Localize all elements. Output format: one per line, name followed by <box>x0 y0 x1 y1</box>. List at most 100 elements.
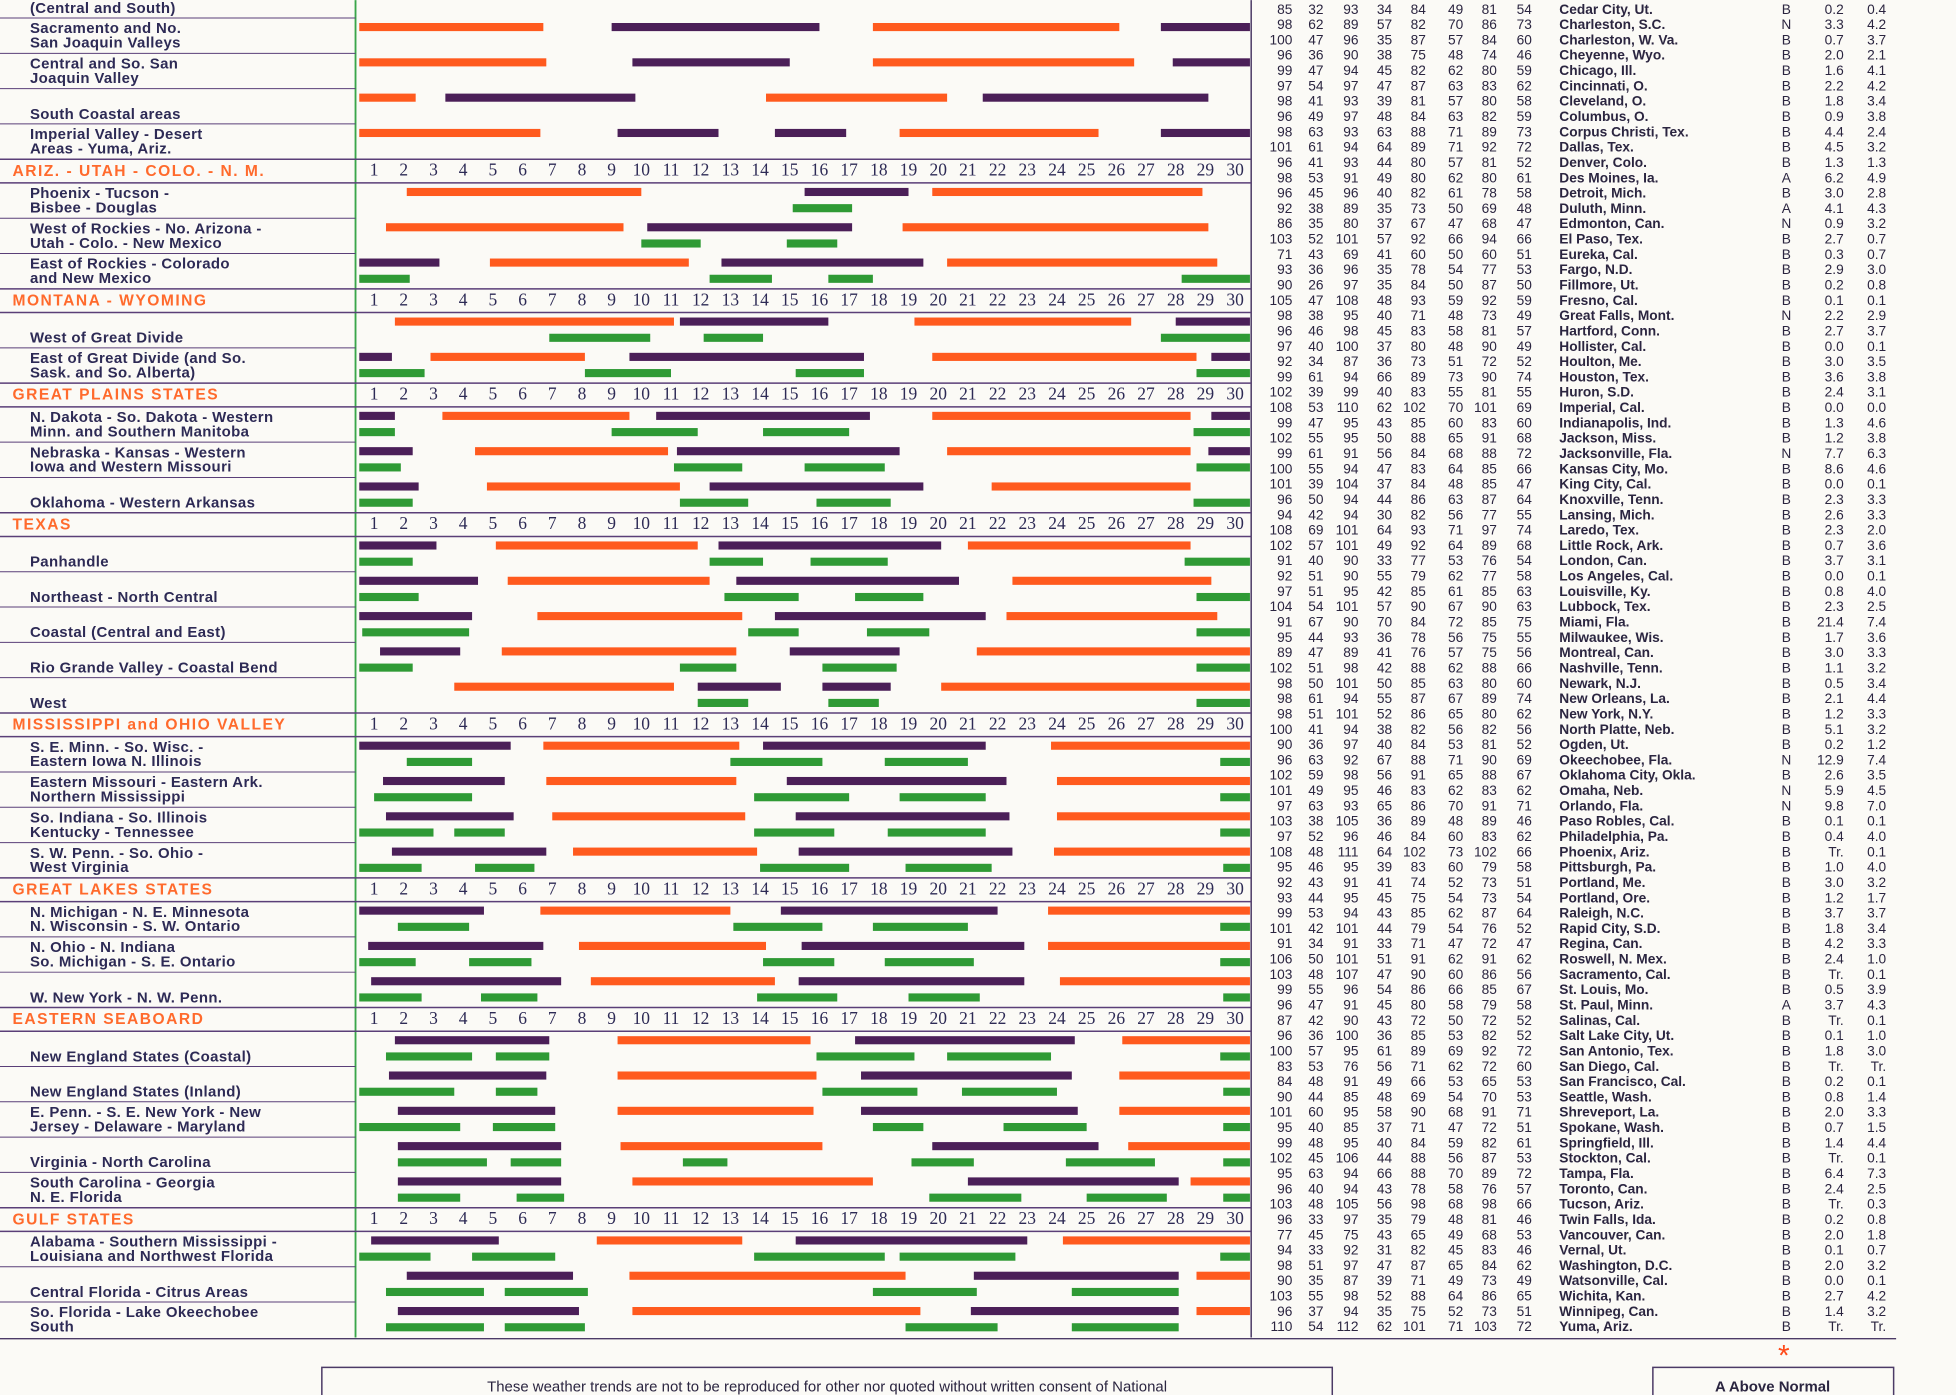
temp-cell: 91 <box>1277 936 1292 951</box>
trend-bar <box>359 863 422 872</box>
temp-cell: 96 <box>1343 32 1359 47</box>
trend-bar <box>1220 922 1250 931</box>
region-label: S. W. Penn. - So. Ohio - <box>30 845 203 862</box>
day-number: 21 <box>959 713 976 733</box>
temp-cell: 88 <box>1411 124 1427 139</box>
temp-cell: 54 <box>1517 890 1533 905</box>
temp-cell: 57 <box>1448 645 1463 660</box>
temp-cell: 96 <box>1277 1181 1293 1196</box>
trend-bar <box>632 1307 921 1316</box>
temp-cell: 111 <box>1338 844 1359 859</box>
temp-cell: 90 <box>1343 553 1359 568</box>
trend-bar <box>1220 1252 1250 1261</box>
temp-cell: 62 <box>1448 906 1463 921</box>
day-number: 27 <box>1137 713 1155 733</box>
day-number: 3 <box>429 1208 438 1228</box>
region-label: and New Mexico <box>30 270 152 287</box>
precip-cell: 4.5 <box>1867 783 1886 798</box>
day-number: 20 <box>929 289 947 309</box>
temp-cell: 43 <box>1377 1013 1393 1028</box>
temp-cell: 69 <box>1343 247 1358 262</box>
precip-cell: 3.4 <box>1867 921 1886 936</box>
temp-cell: 87 <box>1343 354 1358 369</box>
precip-cell: 5.1 <box>1825 722 1844 737</box>
temp-cell: 76 <box>1343 1059 1359 1074</box>
temp-cell: 104 <box>1269 599 1292 614</box>
temp-cell: 85 <box>1482 477 1498 492</box>
precip-cell: 3.4 <box>1867 94 1886 109</box>
city-name: Fargo, N.D. <box>1559 262 1632 277</box>
trend-bar <box>1172 58 1250 67</box>
trend-bar <box>383 776 505 786</box>
trend-code: B <box>1782 431 1791 446</box>
temp-cell: 95 <box>1343 1135 1359 1150</box>
temp-cell: 64 <box>1377 844 1393 859</box>
temp-cell: 105 <box>1336 814 1359 829</box>
trend-code: B <box>1782 140 1791 155</box>
precip-cell: Tr. <box>1828 1059 1844 1074</box>
city-name: San Diego, Cal. <box>1559 1059 1659 1074</box>
temp-cell: 89 <box>1277 645 1292 660</box>
temp-cell: 95 <box>1343 860 1359 875</box>
precip-cell: 1.1 <box>1825 660 1844 675</box>
trend-bar <box>709 482 924 491</box>
temp-cell: 85 <box>1343 1089 1359 1104</box>
temp-cell: 37 <box>1377 1120 1392 1135</box>
temp-cell: 66 <box>1411 1074 1427 1089</box>
day-number: 28 <box>1167 513 1185 533</box>
temp-cell: 62 <box>1448 63 1463 78</box>
trend-bar <box>724 592 799 602</box>
trend-code: B <box>1782 369 1791 384</box>
precip-cell: 4.3 <box>1867 997 1886 1012</box>
day-number: 4 <box>459 1208 468 1228</box>
day-number: 20 <box>929 713 947 733</box>
temp-cell: 98 <box>1277 17 1293 32</box>
temp-cell: 101 <box>1269 1105 1292 1120</box>
temp-cell: 82 <box>1411 63 1426 78</box>
city-name: Tucson, Ariz. <box>1559 1197 1644 1212</box>
temp-cell: 61 <box>1308 369 1323 384</box>
trend-bar <box>1223 1158 1250 1167</box>
temp-cell: 96 <box>1343 262 1359 277</box>
city-name: Watsonville, Cal. <box>1559 1273 1668 1288</box>
trend-code: B <box>1782 1304 1791 1319</box>
city-name: Yuma, Ariz. <box>1559 1319 1632 1334</box>
region-label: New England States (Coastal) <box>30 1048 252 1065</box>
temp-cell: 87 <box>1482 906 1497 921</box>
temp-cell: 83 <box>1482 78 1498 93</box>
temp-cell: 81 <box>1482 155 1497 170</box>
temp-cell: 87 <box>1343 1273 1358 1288</box>
trend-bar <box>763 958 835 967</box>
day-number: 14 <box>751 513 769 533</box>
day-number: 12 <box>692 1008 709 1028</box>
temp-cell: 96 <box>1343 829 1359 844</box>
region-label: South Carolina - Georgia <box>30 1175 215 1192</box>
trend-code: B <box>1782 1074 1791 1089</box>
trend-bar <box>516 1193 565 1202</box>
day-number: 8 <box>578 713 587 733</box>
precip-cell: 1.3 <box>1867 155 1886 170</box>
trend-code: B <box>1782 676 1791 691</box>
temp-cell: 76 <box>1482 921 1498 936</box>
temp-cell: 67 <box>1448 599 1463 614</box>
temp-cell: 48 <box>1377 1089 1393 1104</box>
precip-cell: 0.1 <box>1825 1028 1844 1043</box>
day-number: 9 <box>607 878 616 898</box>
trend-bar <box>789 647 900 656</box>
temp-cell: 50 <box>1308 676 1324 691</box>
day-number: 17 <box>840 160 858 180</box>
temp-cell: 96 <box>1277 1028 1293 1043</box>
temp-cell: 94 <box>1343 691 1359 706</box>
temp-cell: 93 <box>1343 124 1359 139</box>
legend-text: A Above Normal <box>1715 1378 1830 1395</box>
trend-bar <box>359 541 437 550</box>
temp-cell: 81 <box>1482 2 1497 17</box>
region-label: East of Great Divide (and So. <box>30 350 246 367</box>
temp-cell: 62 <box>1448 952 1463 967</box>
trend-bar <box>385 812 514 821</box>
trend-bar <box>475 447 669 456</box>
trend-code: B <box>1782 507 1791 522</box>
region-label: S. E. Minn. - So. Wisc. - <box>30 739 204 756</box>
city-name: Jackson, Miss. <box>1559 431 1656 446</box>
temp-cell: 49 <box>1377 538 1392 553</box>
